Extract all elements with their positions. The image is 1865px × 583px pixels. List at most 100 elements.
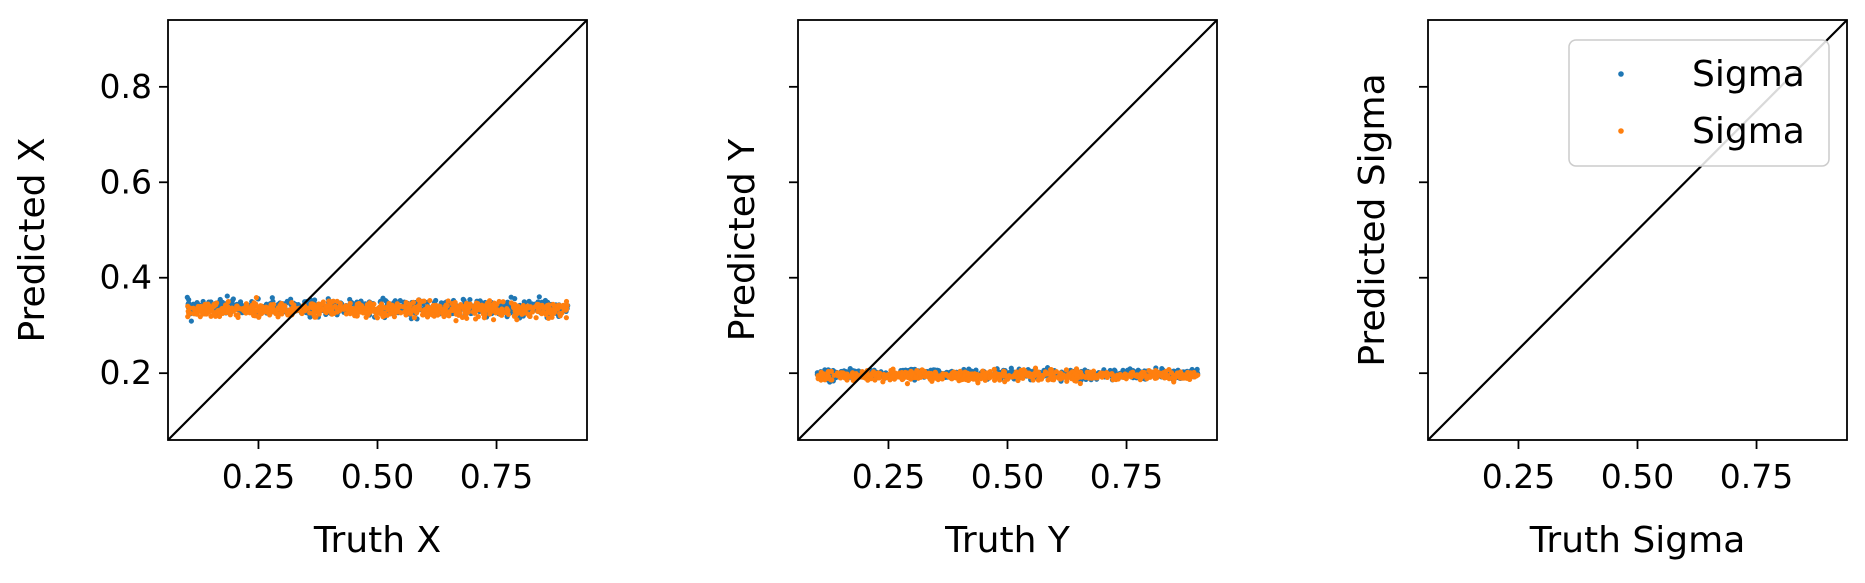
data-point	[1143, 373, 1149, 379]
data-point	[1077, 380, 1083, 387]
data-point	[473, 308, 479, 314]
scatter-points-1	[184, 293, 571, 324]
data-point	[918, 374, 924, 380]
x-tick-label: 0.50	[971, 457, 1044, 496]
x-tick-label: 0.75	[460, 457, 533, 496]
data-point	[215, 307, 221, 314]
data-point	[996, 371, 1002, 378]
data-point	[195, 303, 201, 310]
data-point	[249, 309, 255, 315]
x-tick-label: 0.50	[341, 457, 414, 496]
data-point	[329, 307, 335, 313]
x-tick-label: 0.25	[1482, 457, 1555, 496]
data-point	[927, 376, 933, 382]
data-point	[453, 318, 459, 324]
data-point	[1073, 366, 1080, 372]
data-point	[401, 304, 408, 310]
data-point	[480, 311, 486, 317]
data-point	[275, 305, 281, 311]
data-point	[511, 313, 518, 319]
data-point	[1101, 371, 1107, 378]
data-point	[427, 297, 433, 304]
data-point	[991, 377, 998, 383]
data-point	[429, 312, 435, 318]
data-point	[337, 303, 343, 309]
data-point	[1042, 369, 1049, 375]
data-point	[520, 302, 526, 309]
data-point	[243, 310, 249, 316]
data-point	[512, 296, 518, 302]
data-point	[500, 299, 506, 305]
data-point	[184, 294, 190, 300]
data-point	[285, 310, 291, 316]
data-point	[220, 307, 226, 314]
data-point	[554, 304, 560, 311]
data-point	[1177, 369, 1184, 375]
scatter-points-2	[814, 365, 1201, 387]
data-point	[269, 307, 275, 313]
data-point	[398, 310, 404, 316]
data-point	[213, 302, 219, 308]
identity-line-1	[167, 19, 588, 441]
legend-marker-1	[1618, 71, 1624, 77]
data-point	[289, 299, 295, 306]
data-point	[490, 317, 497, 323]
data-point	[308, 301, 314, 307]
data-point	[966, 376, 973, 382]
x-axis-label-2: Truth Y	[944, 520, 1071, 561]
data-point	[956, 372, 962, 379]
data-point	[1114, 373, 1121, 379]
data-point	[411, 315, 417, 321]
data-point	[881, 372, 887, 379]
data-point	[1151, 372, 1158, 378]
data-point	[1057, 370, 1064, 376]
data-point	[1110, 372, 1116, 378]
data-point	[489, 306, 495, 313]
legend-marker-2	[1618, 128, 1624, 134]
data-point	[376, 305, 382, 311]
legend: Sigma Sigma	[1568, 39, 1830, 167]
data-point	[1053, 368, 1059, 375]
x-tick-label: 0.75	[1090, 457, 1163, 496]
data-point	[974, 373, 981, 379]
data-point	[900, 370, 906, 376]
data-point	[357, 305, 363, 311]
data-point	[194, 299, 200, 306]
data-point	[535, 308, 541, 315]
data-point	[1047, 372, 1053, 378]
data-point	[1163, 368, 1169, 374]
data-point	[1002, 379, 1008, 385]
data-point	[235, 314, 241, 320]
data-point	[496, 298, 502, 305]
data-point	[525, 311, 531, 317]
data-point	[1012, 372, 1018, 378]
data-point	[1064, 375, 1070, 382]
data-point	[185, 303, 191, 309]
data-point	[834, 370, 841, 376]
data-point	[499, 308, 505, 314]
data-point	[1057, 376, 1064, 382]
data-point	[825, 368, 832, 375]
data-point	[452, 299, 458, 306]
data-point	[403, 299, 409, 306]
x-axis-label-3: Truth Sigma	[1529, 520, 1746, 561]
y-axis-label-3: Predicted Sigma	[1352, 73, 1393, 366]
data-point	[230, 296, 236, 302]
data-point	[938, 374, 945, 381]
data-point	[437, 304, 443, 310]
data-point	[504, 306, 510, 312]
data-point	[307, 310, 313, 316]
data-point	[1087, 369, 1093, 375]
data-point	[1079, 372, 1085, 378]
data-point	[1134, 372, 1140, 378]
data-point	[1001, 369, 1008, 375]
data-point	[952, 370, 959, 376]
data-point	[1021, 368, 1028, 375]
data-point	[825, 373, 831, 379]
x-tick-label: 0.25	[222, 457, 295, 496]
x-tick-label: 0.75	[1720, 457, 1793, 496]
data-point	[959, 376, 966, 383]
data-point	[397, 303, 403, 309]
data-point	[1174, 373, 1180, 379]
